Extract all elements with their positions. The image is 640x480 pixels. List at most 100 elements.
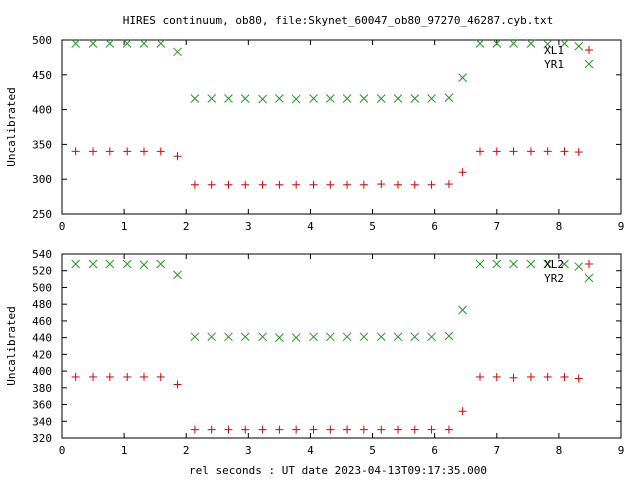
data-point xyxy=(173,152,182,161)
data-point xyxy=(427,425,436,434)
legend-label: YR1 xyxy=(544,58,564,71)
data-point xyxy=(458,305,467,315)
data-point xyxy=(105,39,115,48)
data-point xyxy=(377,180,386,189)
data-point xyxy=(394,425,403,434)
top-x-tick-label: 0 xyxy=(59,220,66,233)
series-YR2 xyxy=(71,259,584,342)
data-point xyxy=(139,260,149,270)
bottom-y-tick-label: 360 xyxy=(32,399,52,412)
data-point xyxy=(509,259,518,269)
top-y-tick-label: 250 xyxy=(32,208,52,221)
data-point xyxy=(123,147,132,156)
data-point xyxy=(444,331,454,341)
data-point xyxy=(343,425,352,434)
data-point xyxy=(526,259,536,269)
data-point xyxy=(190,332,200,342)
data-point xyxy=(190,425,199,434)
data-point xyxy=(509,39,518,48)
data-point xyxy=(309,94,318,103)
data-point xyxy=(224,94,233,103)
series-XL1 xyxy=(71,147,583,189)
bottom-y-tick-label: 460 xyxy=(32,315,52,328)
data-point xyxy=(258,425,267,434)
bottom-y-tick-label: 440 xyxy=(32,332,52,345)
data-point xyxy=(207,425,216,434)
data-point xyxy=(444,425,453,434)
bottom-y-tick-label: 380 xyxy=(32,382,52,395)
data-point xyxy=(509,147,518,156)
top-data-marks xyxy=(71,39,584,189)
data-point xyxy=(309,425,318,434)
bottom-x-tick-label: 5 xyxy=(369,444,376,457)
data-point xyxy=(89,372,98,381)
data-point xyxy=(492,39,502,48)
top-x-tick-label: 9 xyxy=(618,220,625,233)
data-point xyxy=(342,332,352,342)
legend-label: XL1 xyxy=(544,44,564,57)
data-point xyxy=(410,425,419,434)
data-point xyxy=(410,180,419,189)
data-point xyxy=(410,94,420,103)
data-point xyxy=(139,39,149,48)
data-point xyxy=(427,332,436,342)
data-point xyxy=(359,94,369,103)
data-point xyxy=(275,425,284,434)
data-point xyxy=(258,180,267,189)
top-x-tick-label: 3 xyxy=(245,220,252,233)
data-point xyxy=(258,332,267,342)
data-point xyxy=(560,372,569,381)
data-point xyxy=(574,374,583,383)
data-point xyxy=(427,94,436,103)
data-point xyxy=(393,332,403,342)
bottom-x-tick-label: 7 xyxy=(493,444,500,457)
data-point xyxy=(139,372,148,381)
bottom-y-tick-label: 520 xyxy=(32,265,52,278)
data-point xyxy=(574,262,584,271)
data-point xyxy=(560,39,569,48)
data-point xyxy=(543,39,553,49)
data-point xyxy=(475,259,485,269)
data-point xyxy=(190,94,200,103)
data-point xyxy=(122,39,132,48)
data-point xyxy=(574,148,583,157)
data-point xyxy=(393,94,403,103)
data-point xyxy=(376,332,386,342)
data-point xyxy=(224,180,233,189)
data-point xyxy=(89,147,98,156)
top-axis-ticks: 0 1 2 3 4 5 6 7 8 9 250 300 350 400 450 500 xyxy=(32,34,624,233)
data-point xyxy=(543,147,552,156)
data-point xyxy=(88,39,98,48)
legend-marker xyxy=(584,273,594,283)
data-point xyxy=(71,259,81,269)
data-point xyxy=(359,180,368,189)
data-point xyxy=(71,147,80,156)
data-point xyxy=(458,168,467,177)
data-point xyxy=(492,372,501,381)
top-panel: Uncalibrated 0 1 2 3 4 5 6 7 8 9 250 300 350 400 450 50… xyxy=(5,34,624,233)
data-point xyxy=(291,94,301,104)
x-axis-label: rel seconds : UT date 2023-04-13T09:17:3… xyxy=(189,464,487,477)
data-point xyxy=(326,180,335,189)
bottom-y-tick-label: 480 xyxy=(32,298,52,311)
data-point xyxy=(325,332,335,342)
top-y-tick-label: 350 xyxy=(32,138,52,151)
bottom-y-tick-label: 320 xyxy=(32,432,52,445)
data-point xyxy=(492,147,501,156)
data-point xyxy=(241,180,250,189)
data-point xyxy=(427,180,436,189)
data-point xyxy=(444,180,453,189)
data-point xyxy=(359,332,369,342)
data-point xyxy=(342,94,352,103)
bottom-axis-ticks: 0 1 2 3 4 5 6 7 8 9 320 340 360 380 400 420 440 460 480 500… xyxy=(32,248,624,457)
bottom-x-tick-label: 8 xyxy=(556,444,563,457)
bottom-y-axis-label: Uncalibrated xyxy=(5,306,18,385)
data-point xyxy=(291,333,301,342)
data-point xyxy=(475,39,485,48)
top-x-tick-label: 7 xyxy=(493,220,500,233)
bottom-x-tick-label: 4 xyxy=(307,444,314,457)
bottom-y-tick-label: 400 xyxy=(32,365,52,378)
data-point xyxy=(240,94,250,103)
